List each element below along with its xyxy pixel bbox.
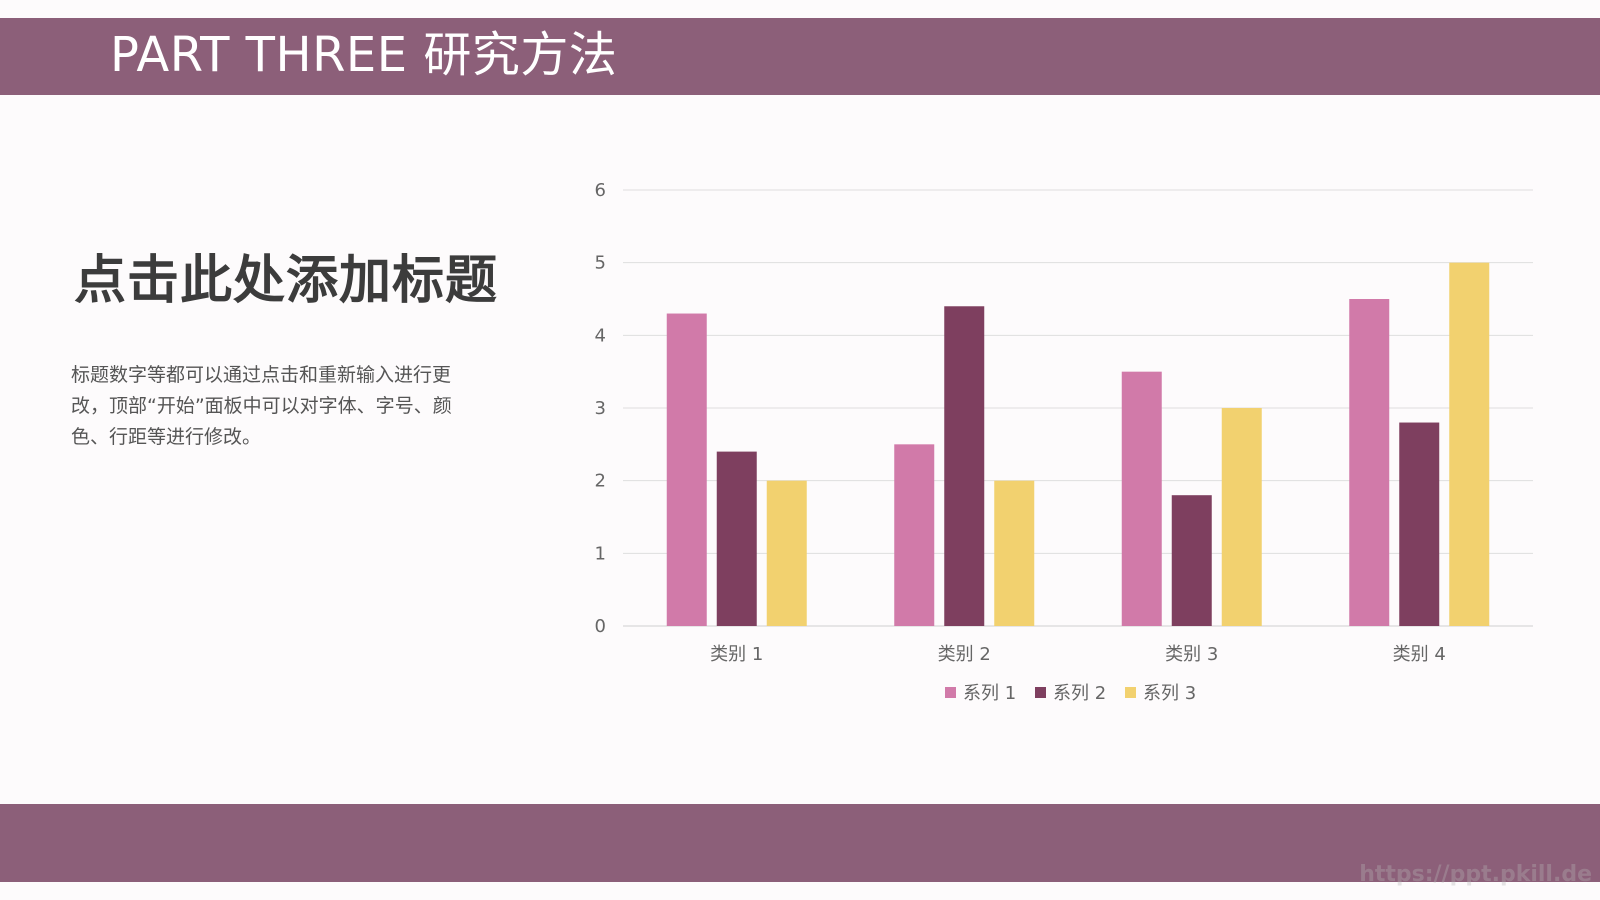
watermark-text: https://ppt.pkill.de	[1359, 862, 1592, 887]
legend-label: 系列 3	[1143, 683, 1196, 704]
content-description[interactable]: 标题数字等都可以通过点击和重新输入进行更改，顶部“开始”面板中可以对字体、字号、…	[71, 364, 452, 448]
y-axis-ticks: 0 1 2 3 4 5 6	[595, 180, 606, 637]
y-tick-label: 4	[595, 325, 606, 346]
legend-swatch	[1125, 687, 1136, 698]
page-title: PART THREE 研究方法	[110, 27, 618, 83]
x-tick-label: 类别 4	[1393, 644, 1446, 665]
bar	[766, 480, 807, 626]
x-tick-label: 类别 3	[1165, 644, 1218, 665]
x-axis-ticks: 类别 1 类别 2 类别 3 类别 4	[710, 644, 1446, 665]
bar	[1221, 408, 1262, 626]
y-tick-label: 1	[595, 543, 606, 564]
chart-bars	[666, 262, 1490, 626]
bar	[1399, 422, 1440, 626]
legend-label: 系列 2	[1053, 683, 1106, 704]
bar	[994, 480, 1035, 626]
y-tick-label: 5	[595, 253, 606, 274]
chart-legend: 系列 1 系列 2 系列 3	[945, 683, 1196, 704]
x-tick-label: 类别 2	[938, 644, 991, 665]
y-tick-label: 2	[595, 471, 606, 492]
legend-swatch	[1035, 687, 1046, 698]
x-tick-label: 类别 1	[710, 644, 763, 665]
y-tick-label: 3	[595, 398, 606, 419]
legend-label: 系列 1	[963, 683, 1016, 704]
legend-swatch	[945, 687, 956, 698]
bar	[894, 444, 935, 626]
chart-gridlines	[623, 189, 1533, 627]
y-tick-label: 0	[595, 616, 606, 637]
bar	[716, 451, 757, 626]
content-heading[interactable]: 点击此处添加标题	[74, 251, 499, 311]
bar	[1349, 299, 1390, 626]
bar	[944, 306, 985, 626]
bar	[666, 313, 707, 626]
footer-band	[0, 804, 1600, 882]
bar	[1121, 371, 1162, 626]
bar	[1171, 495, 1212, 626]
bar	[1449, 262, 1490, 626]
y-tick-label: 6	[595, 180, 606, 201]
header-band	[0, 18, 1600, 95]
